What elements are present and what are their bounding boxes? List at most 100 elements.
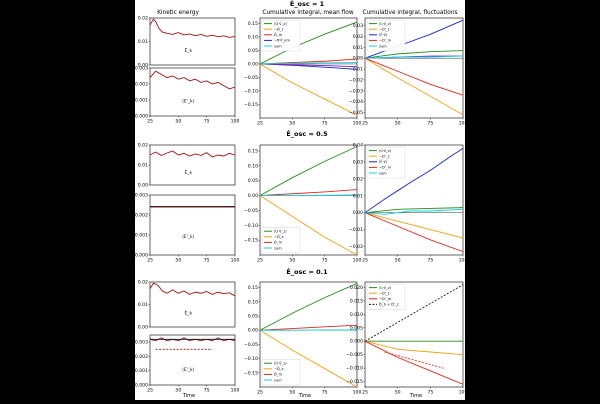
xtick-label: 25 <box>362 390 368 396</box>
ytick-label: 0.003 <box>135 340 148 346</box>
ytick-label: 0.00 <box>248 61 258 67</box>
row-title-2: Ė_osc = 0.5 <box>286 129 328 138</box>
xtick-label: 100 <box>231 388 240 394</box>
ytick-label: 0.002 <box>135 354 148 360</box>
ytick-label: −0.15 <box>244 370 258 376</box>
ytick-label: −0.05 <box>244 342 258 348</box>
xtick-label: 75 <box>204 119 210 125</box>
xtick-label: 75 <box>204 388 210 394</box>
ytick-label: −0.02 <box>349 244 363 250</box>
xtick-label: 75 <box>204 258 210 264</box>
ytick-label: 0.01 <box>353 193 363 199</box>
xtick-label: 25 <box>362 121 368 127</box>
col-title-1: Kinetic energy <box>157 10 199 16</box>
ytick-label: 0.02 <box>353 34 363 40</box>
ytick-label: −0.005 <box>346 352 363 358</box>
row-title-1: Ė_osc = 1 <box>290 0 325 8</box>
panel-r1_fluc: −0.05−0.04−0.03−0.02−0.010.000.010.020.0… <box>349 18 465 127</box>
ytick-label: 0.015 <box>350 298 363 304</box>
ytick-label: −0.01 <box>349 227 363 233</box>
ytick-label: 0.005 <box>350 325 363 331</box>
panel-label: ⟨E'_k⟩ <box>182 234 194 240</box>
figure-canvas: Kinetic energy Cumulative integral, mean… <box>135 0 465 400</box>
xlabel-col2: Time <box>298 393 311 399</box>
ytick-label: 0.02 <box>138 16 148 22</box>
ytick-label: −0.10 <box>244 223 258 229</box>
xtick-label: 25 <box>257 390 263 396</box>
legend-entry: −∇·F̄_km <box>274 38 291 43</box>
axes-frame <box>150 145 235 185</box>
legend-entry: ⟨Ū·V̄_z⟩ <box>274 21 287 26</box>
ytick-label: 0.001 <box>135 98 148 104</box>
ytick-label: −0.05 <box>244 75 258 81</box>
panel-label: ⟨E'_k⟩ <box>182 99 194 105</box>
row-title-3: Ė_osc = 0.1 <box>286 267 328 276</box>
xtick-label: 25 <box>257 258 263 264</box>
legend-entry: D̃_b + D̃'_z <box>379 302 399 307</box>
ytick-label: 0.00 <box>138 325 148 331</box>
ytick-label: 0.00 <box>353 210 363 216</box>
ytick-label: −0.10 <box>244 356 258 362</box>
ytick-label: 0.01 <box>138 163 148 169</box>
ytick-label: 0.05 <box>248 314 258 320</box>
xtick-label: 50 <box>395 121 401 127</box>
ytick-label: 0.00 <box>248 328 258 334</box>
xtick-label: 100 <box>353 258 362 264</box>
ytick-label: −0.10 <box>244 88 258 94</box>
legend-entry: D̄_m <box>274 240 283 245</box>
ytick-label: 0.003 <box>135 66 148 72</box>
ytick-label: 0.03 <box>353 159 363 165</box>
ytick-label: 0.01 <box>138 39 148 45</box>
ytick-label: −0.02 <box>349 77 363 83</box>
ytick-label: 0.01 <box>138 302 148 308</box>
xtick-label: 75 <box>322 121 328 127</box>
ytick-label: −0.03 <box>349 88 363 94</box>
ytick-label: 0.002 <box>135 82 148 88</box>
ytick-label: 0.001 <box>135 368 148 374</box>
ytick-label: 0.02 <box>138 280 148 286</box>
col-title-3: Cumulative integral, fluctuations <box>362 10 457 16</box>
ytick-label: 0.10 <box>248 34 258 40</box>
ytick-label: −0.010 <box>346 366 363 372</box>
ytick-label: −0.05 <box>349 110 363 116</box>
legend-entry: −D̄_z <box>274 27 284 32</box>
xtick-label: 100 <box>231 258 240 264</box>
xtick-label: 75 <box>427 258 433 264</box>
xtick-label: 100 <box>459 390 465 396</box>
xtick-label: 75 <box>427 390 433 396</box>
ytick-label: 0.00 <box>353 56 363 62</box>
ytick-label: 0.15 <box>248 21 258 27</box>
legend-entry: D̄_m <box>274 32 283 37</box>
panel-label: ⟨E'_k⟩ <box>182 367 194 373</box>
legend-entry: −D'_z <box>379 28 390 32</box>
xtick-label: 75 <box>322 390 328 396</box>
ytick-label: 0.15 <box>248 285 258 291</box>
axes-frame <box>150 282 235 327</box>
ytick-label: 0.00 <box>248 193 258 199</box>
xtick-label: 100 <box>353 390 362 396</box>
xtick-label: 100 <box>353 121 362 127</box>
xtick-label: 50 <box>395 258 401 264</box>
axes-frame <box>150 18 235 65</box>
legend-entry: sum <box>274 44 282 48</box>
ytick-label: 0.02 <box>138 143 148 149</box>
ytick-label: 0.10 <box>248 163 258 169</box>
ytick-label: 0.020 <box>350 285 363 291</box>
figure-page: Kinetic energy Cumulative integral, mean… <box>135 0 465 400</box>
ytick-label: 0.15 <box>248 148 258 154</box>
ytick-label: 0.01 <box>353 45 363 51</box>
xtick-label: 50 <box>289 121 295 127</box>
legend-entry: ⟨ũ·ṽ_z⟩ <box>379 286 392 290</box>
ytick-label: 0.10 <box>248 299 258 305</box>
ytick-label: 0.02 <box>353 176 363 182</box>
ytick-label: −0.15 <box>244 102 258 108</box>
